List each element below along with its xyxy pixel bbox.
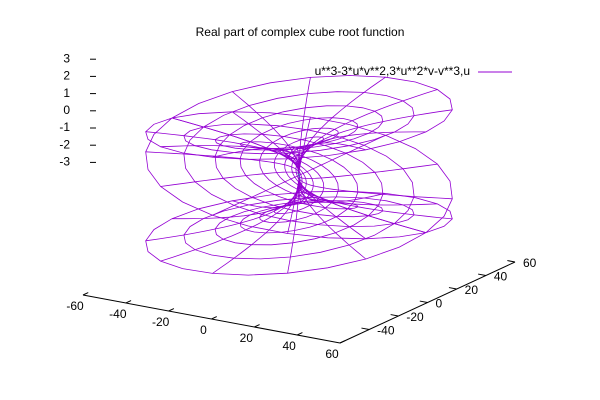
- y-tick: [390, 314, 399, 317]
- y-tick: [361, 327, 370, 330]
- y-tick-label: -20: [406, 310, 424, 324]
- mesh-spoke: [298, 179, 438, 206]
- mesh-spoke: [212, 175, 300, 216]
- mesh-spoke: [298, 178, 427, 233]
- x-tick: [82, 292, 89, 296]
- x-tick-label: 0: [200, 323, 207, 337]
- y-tick: [478, 273, 486, 276]
- mesh-spoke: [298, 76, 386, 171]
- z-tick-label: -3: [59, 155, 70, 169]
- x-tick: [211, 316, 217, 320]
- x-tick-label: 40: [282, 339, 296, 353]
- x-tick-label: -20: [152, 315, 170, 329]
- mesh-spoke: [212, 180, 300, 274]
- mesh-spoke: [212, 148, 300, 171]
- y-tick: [419, 300, 428, 303]
- x-tick-label: 20: [240, 331, 254, 345]
- y-tick-label: -40: [377, 324, 395, 338]
- y-tick: [448, 287, 457, 290]
- x-tick: [339, 340, 346, 344]
- mesh-spoke: [145, 131, 300, 172]
- y-tick-label: 0: [436, 297, 443, 311]
- x-tick-label: -40: [109, 307, 127, 321]
- y-tick-label: 20: [465, 283, 479, 297]
- mesh-spoke: [298, 179, 367, 260]
- z-tick-label: 2: [63, 69, 70, 83]
- x-tick: [296, 332, 303, 336]
- y-tick: [507, 260, 516, 263]
- mesh-spoke: [160, 171, 300, 187]
- z-tick-label: 1: [63, 86, 70, 100]
- x-tick: [254, 324, 260, 328]
- z-tick-label: 3: [63, 51, 70, 65]
- legend-label: u**3-3*u*v**2,3*u**2*v-v**3,u: [315, 64, 470, 78]
- mesh-spoke: [232, 181, 300, 209]
- mesh-spoke: [287, 146, 300, 170]
- x-tick: [125, 300, 132, 304]
- mesh-spoke: [298, 163, 438, 179]
- y-tick-label: 60: [523, 256, 537, 270]
- mesh-spoke: [298, 177, 453, 200]
- z-tick-label: -1: [59, 120, 70, 134]
- mesh-spoke: [160, 145, 300, 171]
- x-tick-label: 60: [325, 347, 339, 361]
- mesh-spoke: [298, 134, 386, 176]
- mesh-spoke: [298, 179, 453, 220]
- z-tick-label: -2: [59, 137, 70, 151]
- chart-title: Real part of complex cube root function: [196, 25, 405, 39]
- z-tick-label: 0: [63, 103, 70, 117]
- x-tick-label: -60: [66, 299, 84, 313]
- y-tick-label: 40: [494, 270, 508, 284]
- x-tick: [168, 308, 175, 312]
- mesh-spoke: [145, 151, 300, 174]
- mesh-spoke: [287, 179, 300, 274]
- mesh-spoke: [298, 142, 366, 170]
- mesh-spoke: [160, 180, 300, 262]
